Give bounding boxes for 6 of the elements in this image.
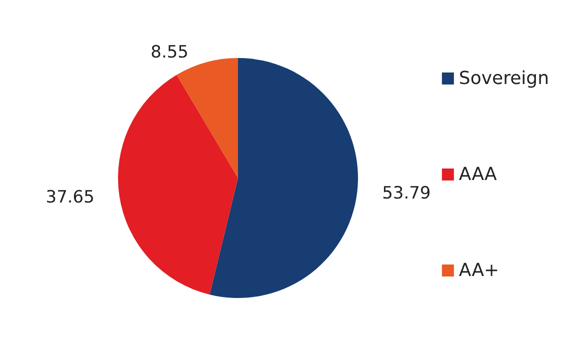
data-label: 37.65: [46, 187, 94, 208]
legend-label: Sovereign: [458, 68, 550, 89]
data-label: 53.79: [382, 183, 431, 204]
legend-label: AAA: [458, 164, 498, 185]
data-label: 8.55: [150, 42, 188, 63]
legend-label: AA+: [458, 260, 500, 281]
